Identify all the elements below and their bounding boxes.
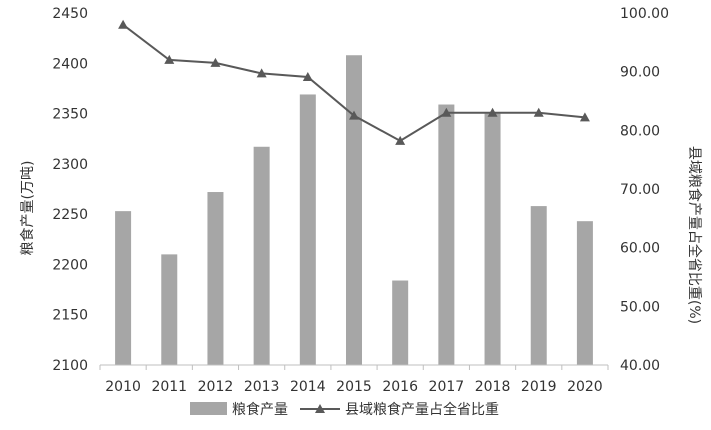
bar-2015	[346, 55, 362, 366]
line-marker-2019	[533, 107, 544, 117]
legend-triangle-marker	[315, 404, 325, 413]
line-marker-2013	[256, 68, 267, 78]
x-tick-label-2014: 2014	[290, 379, 326, 395]
bar-2011	[161, 254, 178, 365]
bar-2016	[392, 280, 409, 365]
x-tick-label-2019: 2019	[521, 379, 557, 395]
x-tick-label-2010: 2010	[105, 379, 141, 395]
left-tick-label-2350: 2350	[52, 107, 88, 123]
right-tick-label-90.00: 90.00	[620, 65, 660, 81]
legend-bar-label: 粮食产量	[232, 401, 288, 418]
bar-2019	[530, 206, 547, 365]
bar-2013	[253, 146, 270, 365]
line-series	[118, 19, 590, 145]
x-tick-labels: 2010 2011 2012 2013 2014 2015 2016 2017 2018 2019…	[105, 379, 602, 395]
left-tick-label-2400: 2400	[52, 56, 88, 72]
left-axis-title: 粮食产量(万吨)	[19, 161, 36, 256]
x-tick-label-2020: 2020	[567, 379, 603, 395]
bar-series	[115, 55, 593, 366]
bar-2010	[115, 211, 132, 365]
bar-2018	[484, 113, 501, 365]
legend-line-label: 县域粮食产量占全省比重	[345, 401, 499, 418]
bar-2014	[299, 94, 316, 366]
x-tick-label-2015: 2015	[336, 379, 372, 395]
x-tick-label-2018: 2018	[475, 379, 511, 395]
line-marker-2016	[395, 135, 406, 145]
right-tick-label-70.00: 70.00	[620, 182, 660, 198]
right-y-ticks: 40.00 50.00 60.00 70.00 80.00 90.00 100.00	[620, 6, 669, 374]
line-marker-2014	[302, 71, 313, 81]
x-ticks	[99, 365, 609, 370]
bar-2020	[576, 221, 593, 365]
left-tick-label-2200: 2200	[52, 257, 88, 273]
x-tick-label-2013: 2013	[244, 379, 280, 395]
right-axis-title: 县域粮食产量占全省比重(%)	[686, 146, 703, 324]
left-tick-label-2450: 2450	[52, 6, 88, 22]
legend: 粮食产量 县域粮食产量占全省比重	[190, 401, 499, 418]
right-tick-label-40.00: 40.00	[620, 358, 660, 374]
left-tick-label-2300: 2300	[52, 157, 88, 173]
line-marker-2020	[579, 112, 590, 122]
x-tick-label-2012: 2012	[198, 379, 234, 395]
line-marker-2010	[118, 19, 129, 29]
right-tick-label-100.00: 100.00	[620, 6, 669, 22]
left-y-ticks: 2100 2150 2200 2250 2300 2350 2400 2450	[52, 6, 88, 374]
line-marker-2011	[164, 54, 175, 64]
right-tick-label-60.00: 60.00	[620, 241, 660, 257]
right-tick-label-50.00: 50.00	[620, 299, 660, 315]
right-tick-label-80.00: 80.00	[620, 123, 660, 139]
line-marker-2012	[210, 57, 221, 67]
bar-2017	[438, 104, 455, 366]
line-marker-2017	[441, 107, 452, 117]
bar-2012	[207, 192, 224, 365]
x-tick-label-2017: 2017	[429, 379, 465, 395]
legend-bar-swatch	[190, 402, 227, 415]
left-tick-label-2100: 2100	[52, 358, 88, 374]
x-tick-label-2016: 2016	[382, 379, 418, 395]
line-marker-2018	[487, 107, 498, 117]
line-marker-2015	[349, 110, 359, 120]
x-tick-label-2011: 2011	[151, 379, 187, 395]
left-tick-label-2250: 2250	[52, 207, 88, 223]
left-tick-label-2150: 2150	[52, 308, 88, 324]
